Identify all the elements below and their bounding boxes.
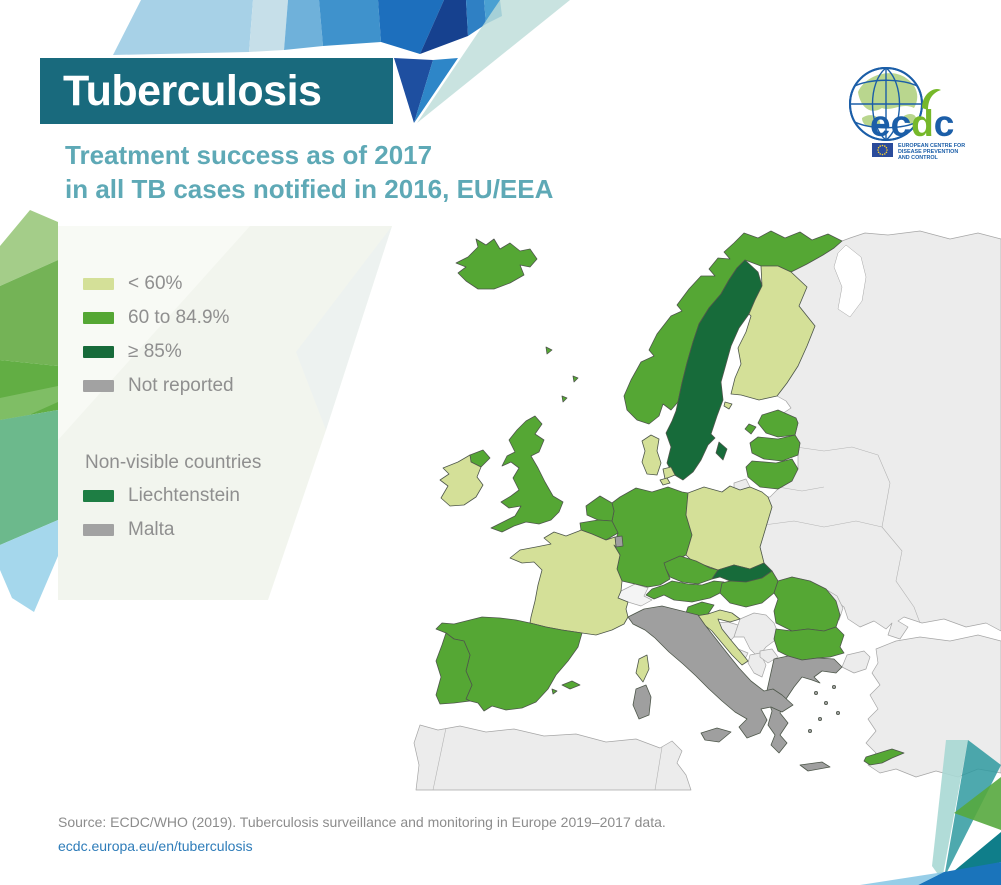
legend-item-ge85: ≥ 85% [83, 340, 182, 364]
map-balearics [551, 688, 558, 695]
svg-text:DISEASE PREVENTION: DISEASE PREVENTION [898, 149, 958, 155]
svg-text:EUROPEAN CENTRE FOR: EUROPEAN CENTRE FOR [898, 143, 965, 149]
globe-icon [849, 67, 923, 141]
map-greece [765, 655, 843, 754]
map-corsica [635, 654, 650, 683]
map-italy [627, 605, 794, 739]
legend-panel-facet [296, 226, 392, 430]
legend-swatch-not-reported [83, 380, 114, 392]
non-visible-countries-header: Non-visible countries [85, 452, 262, 473]
map-estonia-islands [744, 423, 757, 435]
legend-swatch-mid [83, 312, 114, 324]
legend-item-not-reported: Not reported [83, 374, 234, 398]
map-great-britain [490, 415, 564, 533]
svg-text:ecdc: ecdc [870, 103, 954, 144]
legend-swatch-malta [83, 524, 114, 536]
map-faroe-islands [545, 346, 553, 355]
title-banner: Tuberculosis [40, 58, 393, 124]
non-eu-internal-borders [763, 446, 921, 624]
map-france [509, 529, 629, 636]
source-text: Source: ECDC/WHO (2019). Tuberculosis su… [58, 814, 666, 830]
map-serbia [733, 612, 779, 658]
source-link[interactable]: ecdc.europa.eu/en/tuberculosis [58, 838, 253, 854]
ecdc-org-name: EUROPEAN CENTRE FOR DISEASE PREVENTION A… [898, 143, 965, 161]
map-iceland [455, 238, 538, 290]
map-lithuania [745, 458, 799, 490]
legend-swatch-liechtenstein [83, 490, 114, 502]
map-sweden [665, 259, 763, 481]
top-band-decoration [113, 0, 570, 123]
map-gotland [715, 441, 728, 461]
map-aland [723, 401, 733, 410]
corner-shards-decoration [860, 740, 1001, 885]
svg-text:AND CONTROL: AND CONTROL [898, 155, 939, 161]
legend-label-not-reported: Not reported [128, 375, 234, 396]
map-bulgaria [773, 626, 845, 661]
map-croatia [695, 609, 749, 666]
legend-item-mid: 60 to 84.9% [83, 306, 229, 330]
map-sardinia [632, 684, 652, 720]
left-shards-decoration [0, 210, 58, 612]
map-sicily [700, 727, 732, 743]
ecdc-sprout [922, 88, 941, 110]
legend-label-liechtenstein: Liechtenstein [128, 485, 240, 506]
legend-swatch-lt60 [83, 278, 114, 290]
map-aegean-islands [807, 684, 840, 733]
map-latvia [749, 434, 801, 462]
map-denmark-islands [662, 466, 676, 480]
map-turkey-thrace [841, 650, 871, 674]
eu-flag-icon [872, 143, 893, 157]
legend-label-ge85: ≥ 85% [128, 341, 182, 362]
ecdc-logo-graphic: ecdc EUROPEAN CENTRE FOR DISEASE PREVENT… [849, 67, 965, 161]
ecdc-wordmark: ecdc [870, 88, 954, 144]
map-denmark [641, 434, 662, 476]
legend-swatch-ge85 [83, 346, 114, 358]
legend-label-malta: Malta [128, 519, 175, 540]
legend-label-lt60: < 60% [128, 273, 183, 294]
legend-item-liechtenstein: Liechtenstein [83, 484, 240, 508]
subtitle-line-1: Treatment success as of 2017 [65, 140, 433, 170]
map-crete [799, 761, 831, 772]
ecdc-logo: ecdc EUROPEAN CENTRE FOR DISEASE PREVENT… [840, 56, 995, 168]
europe-choropleth-map [413, 230, 1001, 791]
map-poland [685, 485, 773, 571]
map-finland [730, 265, 816, 401]
map-denmark-islands [659, 477, 671, 486]
white-sea [833, 244, 867, 318]
legend-item-malta: Malta [83, 518, 174, 542]
banner-corner-decoration [394, 58, 458, 123]
map-north-africa [413, 724, 692, 791]
map-ireland [439, 454, 484, 507]
map-orkney [561, 395, 568, 403]
subtitle: Treatment success as of 2017 in all TB c… [65, 138, 553, 206]
subtitle-line-2: in all TB cases notified in 2016, EU/EEA [65, 174, 554, 204]
map-cyprus [863, 748, 905, 766]
page-title: Tuberculosis [63, 67, 322, 115]
north-africa-borders [432, 727, 663, 791]
map-shetland [572, 375, 579, 383]
legend-label-mid: 60 to 84.9% [128, 307, 230, 328]
map-portugal [435, 632, 473, 705]
map-netherlands [585, 495, 615, 522]
map-balearics [561, 680, 581, 690]
map-austria [645, 580, 725, 603]
legend-item-lt60: < 60% [83, 272, 182, 296]
